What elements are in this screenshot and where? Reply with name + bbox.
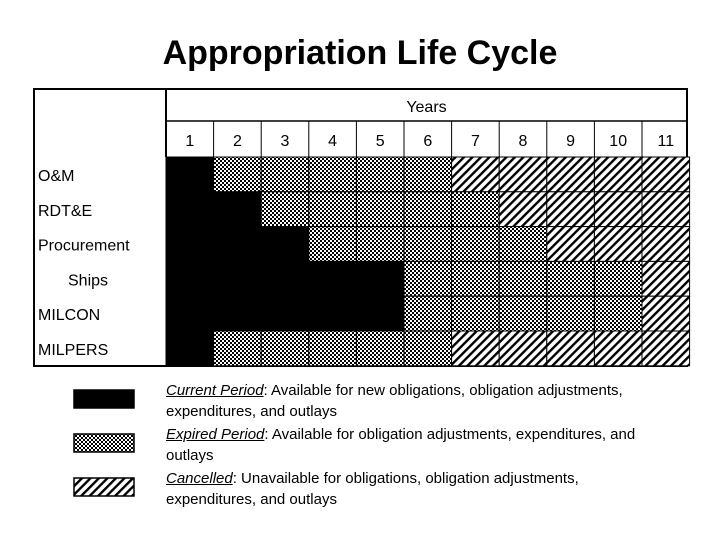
- cell-expired: [498, 295, 548, 332]
- cell-cancelled: [498, 191, 548, 228]
- legend-swatch-current: [73, 389, 135, 409]
- cell-cancelled: [593, 226, 643, 262]
- cell-current: [308, 260, 357, 297]
- cell-expired: [355, 156, 405, 193]
- legend-description: : Unavailable for obligations, obligatio…: [166, 470, 579, 508]
- cell-expired: [498, 260, 548, 297]
- cell-cancelled: [641, 295, 691, 332]
- cell-expired: [260, 156, 310, 193]
- cell-current: [260, 260, 310, 297]
- legend-item-cancelled: Cancelled: Unavailable for obligations, …: [166, 468, 636, 510]
- cell-current: [355, 260, 405, 297]
- legend-description: : Available for obligation adjustments, …: [166, 426, 636, 464]
- cell-expired: [355, 226, 405, 262]
- year-label-11: 11: [657, 133, 674, 150]
- year-label-4: 4: [328, 133, 337, 150]
- cell-expired: [451, 226, 500, 262]
- cell-current: [165, 226, 215, 262]
- year-label-3: 3: [281, 133, 290, 150]
- legend-term: Cancelled: [166, 470, 233, 487]
- row-label-rdt-e: RDT&E: [38, 203, 92, 220]
- cell-expired: [260, 191, 310, 228]
- row-label-milcon: MILCON: [38, 307, 100, 324]
- cell-expired: [546, 260, 595, 297]
- legend-item-expired: Expired Period: Available for obligation…: [166, 424, 636, 466]
- cell-expired: [403, 191, 453, 228]
- legend-swatch-cancelled: [73, 477, 135, 497]
- cell-cancelled: [546, 191, 595, 228]
- cell-current: [213, 226, 262, 262]
- cell-cancelled: [451, 156, 500, 193]
- cell-expired: [308, 226, 357, 262]
- cell-expired: [451, 295, 500, 332]
- cell-current: [213, 260, 262, 297]
- years-label: Years: [406, 99, 446, 116]
- cell-expired: [213, 330, 262, 367]
- cell-expired: [403, 260, 453, 297]
- cell-expired: [498, 226, 548, 262]
- cell-current: [213, 295, 262, 332]
- legend-description: : Available for new obligations, obligat…: [166, 382, 623, 420]
- year-label-1: 1: [185, 133, 194, 150]
- cell-current: [308, 295, 357, 332]
- cell-cancelled: [546, 226, 595, 262]
- cell-expired: [403, 156, 453, 193]
- cell-current: [355, 295, 405, 332]
- cell-cancelled: [593, 156, 643, 193]
- row-label-ships: Ships: [68, 272, 108, 289]
- cell-expired: [308, 330, 357, 367]
- page-title: Appropriation Life Cycle: [162, 34, 558, 72]
- cell-current: [165, 260, 215, 297]
- cell-current: [260, 295, 310, 332]
- cell-expired: [451, 191, 500, 228]
- row-label-procurement: Procurement: [38, 238, 130, 255]
- cell-expired: [451, 260, 500, 297]
- cell-current: [165, 156, 215, 193]
- year-label-5: 5: [376, 133, 385, 150]
- year-label-10: 10: [609, 133, 627, 150]
- cell-cancelled: [498, 156, 548, 193]
- cell-expired: [260, 330, 310, 367]
- cell-expired: [546, 295, 595, 332]
- legend-item-current: Current Period: Available for new obliga…: [166, 380, 636, 422]
- cell-cancelled: [641, 330, 691, 367]
- cell-expired: [403, 226, 453, 262]
- year-label-2: 2: [233, 133, 242, 150]
- year-label-7: 7: [471, 133, 480, 150]
- cell-current: [165, 191, 215, 228]
- cell-cancelled: [641, 156, 691, 193]
- cell-current: [213, 191, 262, 228]
- cell-current: [260, 226, 310, 262]
- cell-expired: [355, 330, 405, 367]
- cell-expired: [213, 156, 262, 193]
- cell-expired: [308, 156, 357, 193]
- cell-cancelled: [546, 330, 595, 367]
- legend-term: Expired Period: [166, 426, 265, 443]
- row-label-o-m: O&M: [38, 168, 74, 185]
- cell-expired: [403, 295, 453, 332]
- year-label-9: 9: [566, 133, 575, 150]
- cell-cancelled: [498, 330, 548, 367]
- cell-expired: [593, 295, 643, 332]
- cell-expired: [593, 260, 643, 297]
- legend-swatch-expired: [73, 433, 135, 453]
- cell-cancelled: [641, 191, 691, 228]
- legend-term: Current Period: [166, 382, 264, 399]
- cell-current: [165, 295, 215, 332]
- cell-current: [165, 330, 215, 367]
- cell-expired: [403, 330, 453, 367]
- cell-cancelled: [451, 330, 500, 367]
- cell-cancelled: [641, 260, 691, 297]
- year-label-8: 8: [519, 133, 528, 150]
- cell-expired: [308, 191, 357, 228]
- cell-cancelled: [593, 191, 643, 228]
- cell-expired: [355, 191, 405, 228]
- cell-cancelled: [641, 226, 691, 262]
- cell-cancelled: [593, 330, 643, 367]
- year-label-6: 6: [423, 133, 432, 150]
- cell-cancelled: [546, 156, 595, 193]
- row-label-milpers: MILPERS: [38, 342, 108, 359]
